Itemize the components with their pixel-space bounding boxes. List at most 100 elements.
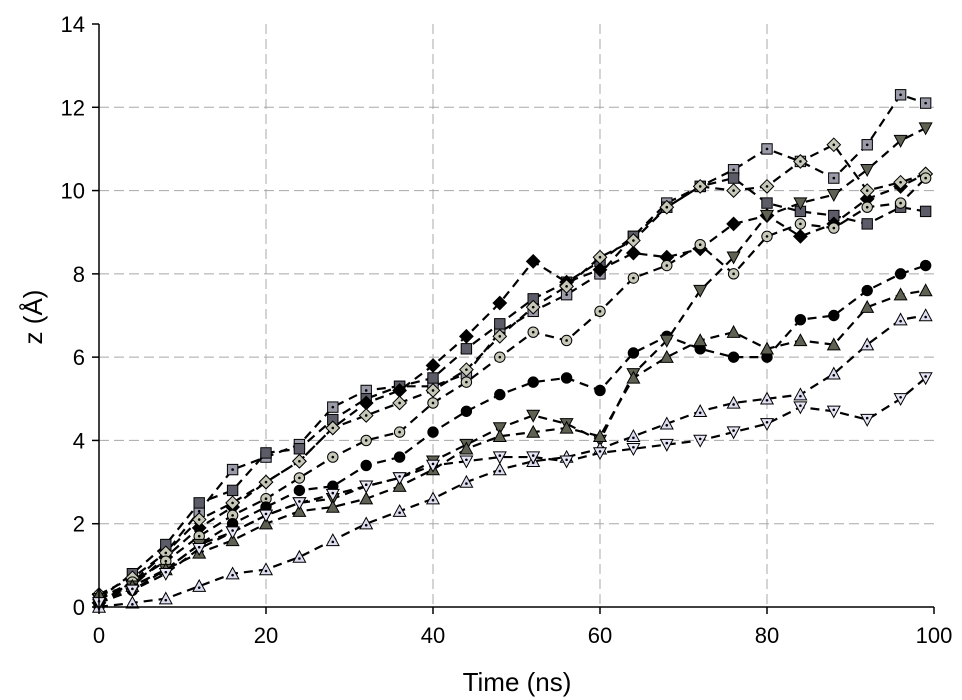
data-point (427, 426, 439, 438)
data-point-center (598, 450, 602, 453)
data-point-center (498, 335, 502, 338)
data-point (861, 218, 873, 230)
data-point (425, 358, 441, 373)
data-point (726, 251, 741, 265)
data-point-center (632, 276, 635, 280)
data-point (293, 484, 306, 497)
data-point-center (598, 310, 602, 313)
data-point-center (698, 185, 702, 188)
data-point-center (732, 272, 735, 276)
data-point (659, 334, 674, 348)
y-tick-label: 6 (73, 345, 85, 370)
data-point (727, 172, 740, 184)
data-point-center (231, 529, 234, 532)
data-point (726, 395, 741, 409)
data-point-center (465, 368, 468, 371)
x-tick-label: 80 (755, 623, 779, 648)
data-point (226, 484, 239, 497)
data-point (258, 562, 274, 576)
x-tick-label: 20 (254, 623, 278, 648)
data-point (125, 595, 140, 609)
data-point-center (264, 512, 268, 516)
data-point-center (698, 411, 702, 415)
data-point (793, 401, 808, 415)
axes (92, 23, 935, 614)
data-point-center (565, 339, 568, 342)
data-point (759, 418, 775, 432)
data-point-center (431, 498, 435, 502)
data-point-center (197, 545, 201, 549)
data-point (893, 287, 908, 301)
data-point (459, 474, 474, 488)
data-point-center (899, 319, 902, 323)
data-point (460, 343, 473, 355)
data-point (192, 543, 207, 556)
data-point-center (665, 205, 669, 209)
data-point-center (732, 189, 735, 192)
data-point-center (264, 569, 268, 573)
data-point-center (632, 445, 635, 449)
data-point (826, 405, 841, 419)
data-point-center (498, 454, 502, 457)
data-point (559, 420, 574, 434)
data-point-center (364, 389, 368, 392)
data-point (793, 387, 808, 401)
data-point (494, 318, 506, 330)
y-tick-label: 2 (73, 512, 85, 537)
data-point (460, 405, 473, 417)
data-point (425, 459, 441, 473)
data-point (726, 426, 741, 440)
data-point (592, 429, 608, 442)
data-point (526, 451, 541, 465)
x-axis-title: Time (ns) (463, 667, 572, 697)
data-point-center (924, 101, 927, 105)
data-point (794, 313, 807, 326)
data-point (626, 429, 641, 442)
data-point-center (531, 330, 535, 334)
data-point (792, 228, 808, 244)
data-point (861, 284, 873, 297)
data-point (793, 197, 808, 211)
data-point (492, 295, 508, 311)
data-point (828, 309, 840, 322)
data-point-center (865, 143, 869, 147)
data-point-center (799, 404, 802, 407)
data-point (225, 526, 240, 540)
data-point-center (565, 285, 568, 288)
data-point-center (131, 587, 134, 591)
data-point (759, 209, 775, 223)
data-point-center (865, 344, 869, 348)
data-point-center (197, 586, 201, 589)
data-point (860, 164, 875, 177)
data-point (292, 497, 307, 511)
data-point-center (899, 180, 902, 184)
data-point (158, 567, 173, 581)
data-point-center (732, 429, 735, 432)
data-point (392, 503, 407, 517)
data-point-center (298, 557, 301, 560)
data-point (492, 462, 507, 476)
data-point-center (732, 168, 735, 172)
data-point (526, 424, 541, 438)
data-point-center (331, 405, 335, 409)
data-point-center (298, 500, 301, 503)
data-point (893, 393, 908, 407)
data-point-center (832, 143, 836, 147)
data-point (492, 429, 507, 442)
data-point-center (531, 305, 535, 309)
data-point (625, 245, 641, 261)
data-point-center (364, 414, 368, 417)
data-point (726, 216, 742, 232)
y-axis-title: z (Å) (18, 290, 48, 345)
data-point (258, 516, 274, 530)
y-tick-label: 8 (73, 262, 85, 287)
series-line-triangle-down-open (98, 377, 927, 604)
data-point (759, 391, 775, 405)
data-point-center (698, 437, 702, 441)
data-point-center (865, 416, 869, 420)
data-point (893, 134, 908, 148)
x-tick-label: 0 (93, 623, 105, 648)
data-point (592, 447, 608, 461)
data-point-center (364, 439, 368, 442)
